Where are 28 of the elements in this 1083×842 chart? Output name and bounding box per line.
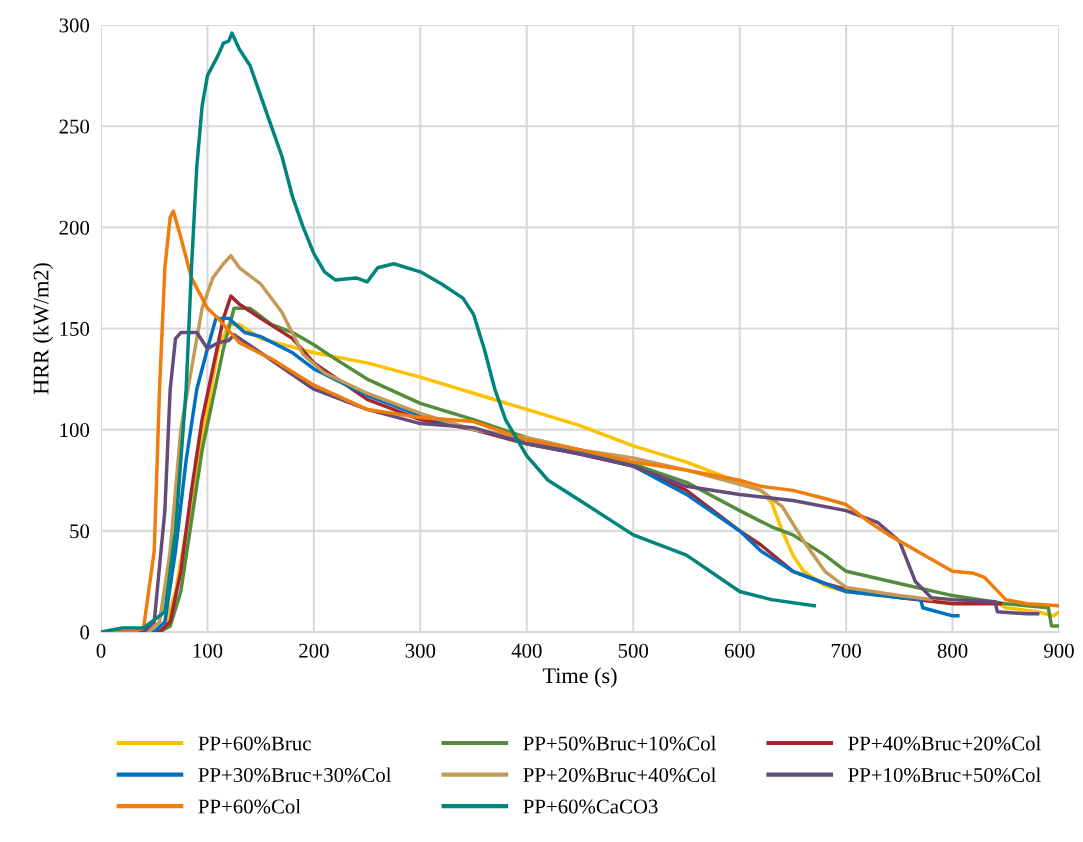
legend-label: PP+60%Bruc bbox=[198, 736, 311, 751]
y-tick-label: 100 bbox=[60, 423, 90, 438]
line-series bbox=[101, 31, 816, 632]
y-tick-label: 150 bbox=[60, 321, 90, 336]
y-tick-label: 250 bbox=[59, 119, 90, 134]
x-tick-label: 600 bbox=[724, 643, 755, 658]
legend-label: PP+30%Bruc+30%Col bbox=[198, 767, 392, 783]
legend-label: PP+60%Col bbox=[198, 798, 301, 814]
legend-label: PP+50%Bruc+10%Col bbox=[523, 735, 716, 751]
y-tick-label: 300 bbox=[59, 18, 90, 33]
legend-label: PP+60%CaCO3 bbox=[523, 799, 658, 814]
x-tick-label: 300 bbox=[405, 643, 436, 658]
x-tick-label: 500 bbox=[618, 643, 649, 658]
x-tick-label: 700 bbox=[831, 643, 861, 658]
y-axis-title: HRR (kW/m2) bbox=[32, 263, 54, 395]
x-tick-label: 0 bbox=[96, 643, 106, 658]
x-tick-label: 400 bbox=[511, 643, 542, 658]
legend-label: PP+10%Bruc+50%Col bbox=[848, 767, 1041, 783]
legend-label: PP+20%Bruc+40%Col bbox=[523, 767, 716, 783]
x-tick-label: 100 bbox=[193, 643, 223, 658]
x-tick-label: 900 bbox=[1044, 643, 1074, 658]
legend-label: PP+40%Bruc+20%Col bbox=[848, 735, 1041, 751]
y-tick-label: 200 bbox=[59, 220, 90, 235]
x-tick-label: 200 bbox=[299, 643, 329, 658]
y-tick-label: 50 bbox=[70, 524, 90, 539]
x-axis-title: Time (s) bbox=[542, 667, 617, 688]
y-tick-label: 0 bbox=[80, 625, 90, 640]
x-tick-label: 800 bbox=[937, 643, 968, 658]
